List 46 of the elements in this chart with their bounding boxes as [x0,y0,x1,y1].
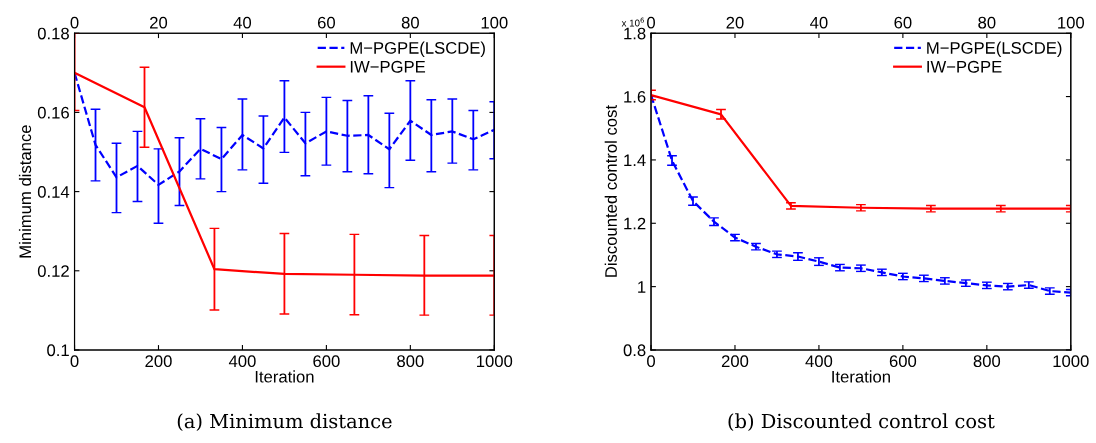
x-tick-label: 600 [313,355,340,368]
y-tick-label: 0.16 [37,106,69,119]
x-axis-title: Iteration [832,370,890,383]
y-tick-label: 1.2 [624,217,646,230]
x-tick-label: 1000 [477,355,513,368]
text: (b) Discounted control cost [728,413,995,432]
y-tick-label: 0.1 [47,344,69,357]
legend-label: M−PGPE(LSCDE) [927,41,1062,58]
x-tick-label: 200 [721,355,749,368]
x-axis-title: Iteration [255,370,314,383]
legend-label: M−PGPE(LSCDE) [350,41,485,58]
y-tick-label: 0.12 [37,265,69,277]
text: x 10$^{6}$ [621,17,644,27]
x2-tick-label: 60 [894,16,912,29]
text: (a) Minimum distance [177,413,392,432]
x-tick-label: 1000 [1053,355,1089,368]
x-tick-label: 0 [647,355,656,368]
y-tick-label: 0.18 [37,27,69,40]
x-tick-label: 0 [70,355,79,368]
x2-tick-label: 100 [1058,16,1085,29]
x2-tick-label: 20 [150,16,168,29]
x2-tick-label: 0 [70,16,79,29]
y-axis-title: Minimum distance [18,125,32,258]
x2-tick-label: 40 [810,16,828,29]
y-tick-label: 0.8 [623,344,646,357]
legend-label: IW−PGPE [927,60,1002,73]
y-tick-label: 0.14 [37,186,70,198]
x2-tick-label: 40 [233,16,252,29]
x-tick-label: 800 [397,355,424,368]
y-tick-label: 1 [638,281,646,293]
y-tick-label: 1.8 [624,27,646,40]
x-tick-label: 400 [228,355,256,368]
y-axis-title: Discounted control cost [604,105,617,277]
x2-tick-label: 60 [317,16,336,29]
x-tick-label: 600 [889,355,917,368]
x-tick-label: 800 [973,355,1001,368]
x2-tick-label: 80 [401,16,419,29]
x2-tick-label: 80 [978,16,996,29]
x-tick-label: 200 [145,355,172,368]
x2-tick-label: 100 [481,16,508,29]
x2-tick-label: 20 [726,16,744,29]
x-tick-label: 400 [805,355,833,368]
legend-label: IW−PGPE [350,60,426,73]
y-tick-label: 1.4 [624,154,646,166]
y-tick-label: 1.6 [624,90,646,103]
x2-tick-label: 0 [647,16,656,29]
